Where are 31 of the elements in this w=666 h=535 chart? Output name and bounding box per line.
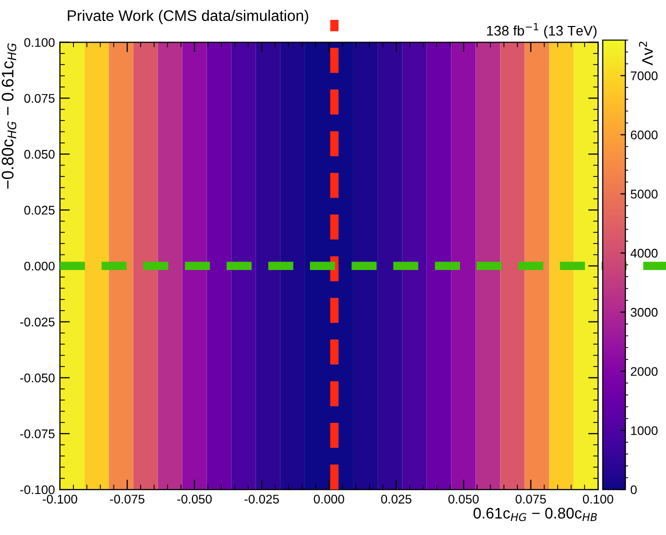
color-bar-label: 3000: [630, 308, 658, 317]
color-bar-label: 5000: [630, 190, 658, 199]
x-tick-label: 0.050: [448, 494, 479, 504]
x-tick-label: 0.075: [516, 494, 546, 504]
y-tick-label: 0.000: [24, 262, 55, 271]
color-bar-label: 0: [630, 485, 637, 494]
y-tick-label: -0.050: [20, 374, 55, 382]
y-tick-label: -0.075: [20, 429, 55, 438]
color-bar-label: 1000: [631, 426, 658, 436]
x-tick-label: -0.025: [244, 494, 279, 504]
x-tick-label: -0.100: [42, 494, 78, 504]
x-axis-title: 0.61c$_{HG}$ − 0.80c$_{HB}$: [474, 508, 597, 522]
x-tick-label: -0.075: [110, 494, 144, 504]
y-tick-label: 0.075: [24, 94, 55, 103]
y-tick-label: 0.025: [24, 206, 55, 215]
chart-title: Private Work (CMS data/simulation): [68, 10, 308, 24]
color-bar-label: 6000: [630, 130, 658, 140]
x-tick-label: 0.100: [582, 494, 614, 504]
color-bar-label: 2000: [630, 367, 658, 376]
y-tick-label: -0.100: [20, 485, 55, 494]
y-tick-label: 0.050: [24, 150, 55, 159]
color-bar-title: Λv$^{2}$: [638, 42, 653, 66]
color-bar-label: 4000: [630, 248, 658, 258]
x-tick-label: -0.050: [177, 494, 212, 504]
color-bar-label: 7000: [630, 71, 658, 80]
y-tick-label: -0.025: [20, 318, 55, 326]
x-tick-label: 0.025: [381, 494, 412, 504]
text: 138 fb$^{−1}$ (13 TeV): [487, 23, 596, 38]
y-tick-label: 0.100: [24, 38, 55, 47]
y-axis-title: −0.80c$_{HG}$ − 0.61c$_{HG}$: [2, 43, 16, 189]
x-tick-label: 0.000: [314, 494, 344, 504]
